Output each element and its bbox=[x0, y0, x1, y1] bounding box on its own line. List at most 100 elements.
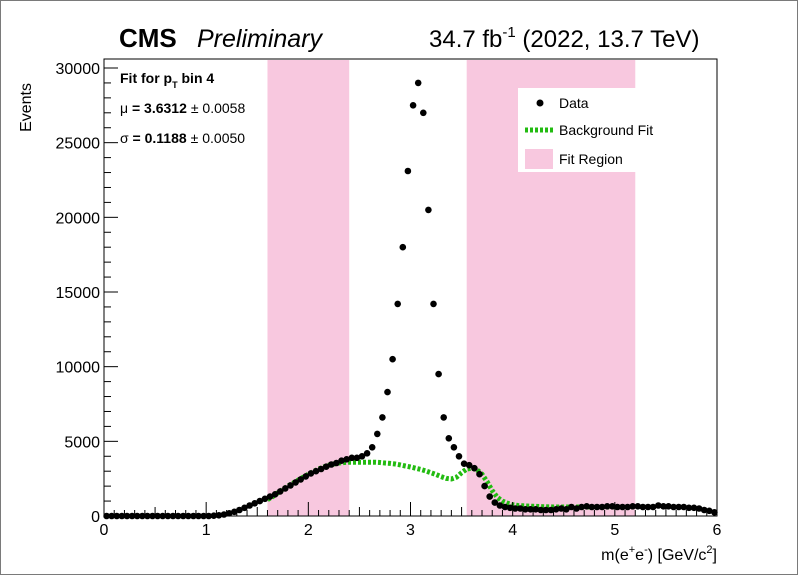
data-point bbox=[215, 512, 223, 519]
x-tick-label: 4 bbox=[508, 522, 517, 539]
data-point bbox=[496, 502, 504, 509]
data-point bbox=[420, 109, 427, 117]
data-point bbox=[425, 206, 432, 214]
data-point bbox=[517, 505, 524, 512]
data-point bbox=[603, 503, 611, 510]
data-point bbox=[302, 473, 310, 480]
data-point bbox=[455, 453, 463, 460]
fit-title: Fit for pT bin 4 bbox=[120, 70, 214, 90]
data-point bbox=[282, 485, 289, 492]
x-axis: 0 1 2 3 4 5 6 bbox=[100, 502, 722, 539]
legend-fit-region-label: Fit Region bbox=[559, 151, 623, 167]
data-point bbox=[307, 470, 315, 477]
lumi-exponent: -1 bbox=[502, 24, 515, 41]
y-tick-label: 25000 bbox=[56, 136, 101, 153]
x-tick-label: 3 bbox=[406, 522, 415, 539]
data-point bbox=[557, 505, 565, 512]
data-point bbox=[394, 300, 402, 308]
status-label: Preliminary bbox=[197, 25, 324, 53]
mu-result: μ = 3.6312 ± 0.0058 bbox=[120, 100, 245, 116]
data-point bbox=[685, 504, 693, 512]
x-axis-title: m(e+e-) [GeV/c2] bbox=[601, 544, 717, 564]
data-point bbox=[675, 503, 682, 511]
data-point bbox=[460, 460, 468, 468]
data-point bbox=[547, 506, 555, 514]
data-point bbox=[241, 504, 248, 512]
data-point bbox=[660, 503, 667, 510]
data-point bbox=[374, 430, 381, 438]
data-point bbox=[368, 444, 376, 451]
experiment-label: CMS bbox=[119, 23, 177, 53]
data-point bbox=[501, 503, 509, 511]
data-point bbox=[389, 355, 396, 363]
fit-region-band bbox=[267, 60, 350, 516]
x-tick-label: 5 bbox=[610, 522, 619, 539]
data-point bbox=[532, 506, 539, 513]
data-point bbox=[665, 503, 672, 510]
data-point bbox=[476, 470, 483, 478]
data-point bbox=[231, 508, 238, 516]
data-point bbox=[619, 503, 626, 511]
conditions-value: (2022, 13.7 TeV) bbox=[522, 26, 699, 53]
legend-data-marker bbox=[536, 99, 544, 107]
lumi-label: 34.7 fb-1 (2022, 13.7 TeV) bbox=[429, 24, 699, 53]
data-point bbox=[537, 506, 545, 514]
data-point bbox=[634, 503, 642, 510]
data-point bbox=[348, 454, 356, 462]
data-point bbox=[655, 502, 662, 509]
data-point bbox=[236, 506, 243, 514]
data-point bbox=[598, 503, 606, 511]
data-point bbox=[297, 476, 305, 483]
data-point bbox=[465, 461, 473, 469]
data-point bbox=[384, 388, 391, 396]
y-tick-label: 20000 bbox=[56, 210, 101, 227]
data-point bbox=[481, 482, 488, 490]
data-point bbox=[486, 493, 494, 500]
data-point bbox=[333, 459, 340, 467]
data-point bbox=[700, 506, 708, 514]
data-point bbox=[578, 503, 585, 511]
data-point bbox=[670, 503, 677, 511]
data-point bbox=[353, 454, 361, 462]
y-tick-label: 5000 bbox=[64, 434, 100, 451]
y-tick-label: 30000 bbox=[56, 61, 101, 78]
lumi-value: 34.7 fb bbox=[429, 26, 502, 53]
data-point bbox=[343, 456, 350, 463]
x-tick-label: 0 bbox=[100, 522, 109, 539]
data-point bbox=[292, 479, 299, 486]
y-tick-label: 15000 bbox=[56, 285, 101, 302]
data-point bbox=[404, 167, 412, 175]
data-point bbox=[629, 503, 636, 510]
data-point bbox=[690, 504, 698, 512]
data-point bbox=[624, 503, 631, 511]
data-point bbox=[568, 503, 575, 511]
data-point bbox=[287, 482, 294, 489]
data-point bbox=[251, 500, 258, 507]
data-point bbox=[614, 503, 621, 511]
y-tick-label: 0 bbox=[91, 509, 100, 526]
data-point bbox=[706, 507, 713, 515]
data-point bbox=[317, 465, 325, 473]
data-point bbox=[276, 488, 284, 495]
data-point bbox=[588, 503, 596, 511]
data-point bbox=[609, 503, 616, 510]
y-axis-title: Events bbox=[18, 83, 35, 132]
x-tick-label: 6 bbox=[713, 522, 722, 539]
data-point bbox=[225, 510, 233, 517]
data-point bbox=[491, 499, 499, 506]
data-point bbox=[414, 79, 422, 87]
data-point bbox=[552, 506, 560, 513]
data-point bbox=[363, 450, 371, 457]
data-point bbox=[711, 509, 718, 516]
data-point bbox=[435, 370, 442, 378]
legend: Data Background Fit Fit Region bbox=[518, 88, 666, 172]
data-point bbox=[522, 506, 529, 513]
data-point bbox=[506, 504, 514, 512]
conditions-label bbox=[516, 26, 523, 53]
legend-fit-region-swatch bbox=[525, 149, 553, 169]
data-point bbox=[644, 503, 652, 511]
data-point bbox=[409, 102, 417, 109]
y-axis: 0 5000 10000 15000 20000 25000 30000 bbox=[56, 61, 118, 526]
data-point bbox=[649, 503, 657, 511]
